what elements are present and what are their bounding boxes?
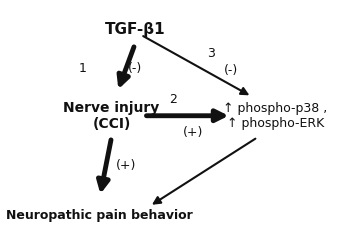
Text: 1: 1	[78, 62, 86, 75]
Text: (+): (+)	[183, 126, 204, 139]
Text: Nerve injury
(CCI): Nerve injury (CCI)	[63, 101, 160, 131]
Text: ↑ phospho-p38 ,
↑ phospho-ERK: ↑ phospho-p38 , ↑ phospho-ERK	[223, 102, 327, 130]
Text: (-): (-)	[128, 62, 142, 75]
Text: 3: 3	[207, 47, 215, 60]
Text: 2: 2	[169, 93, 177, 106]
Text: Neuropathic pain behavior: Neuropathic pain behavior	[6, 209, 193, 222]
Text: (+): (+)	[116, 159, 136, 172]
Text: TGF-β1: TGF-β1	[105, 22, 165, 38]
Text: (-): (-)	[224, 64, 239, 77]
